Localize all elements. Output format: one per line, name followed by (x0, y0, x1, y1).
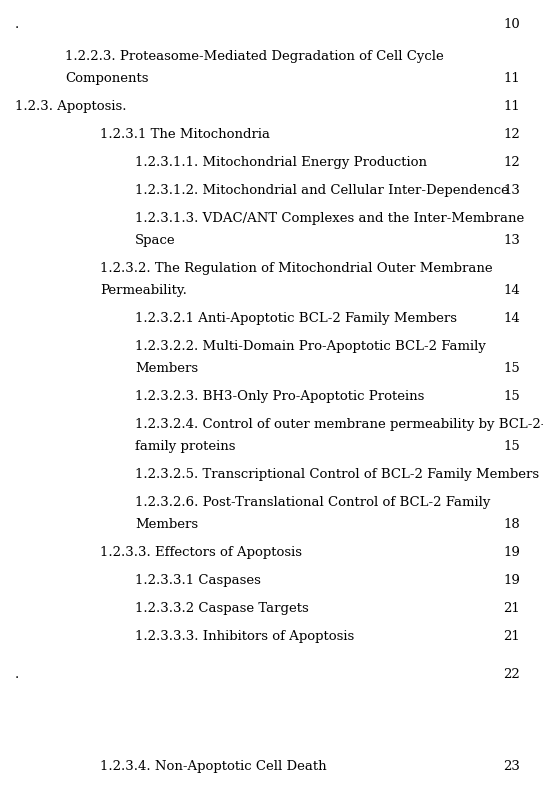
Text: 19: 19 (503, 574, 520, 587)
Text: 12: 12 (503, 156, 520, 169)
Text: 1.2.3.3.3. Inhibitors of Apoptosis: 1.2.3.3.3. Inhibitors of Apoptosis (135, 630, 354, 643)
Text: 22: 22 (503, 668, 520, 681)
Text: 18: 18 (503, 518, 520, 531)
Text: 1.2.3.2.2. Multi-Domain Pro-Apoptotic BCL-2 Family: 1.2.3.2.2. Multi-Domain Pro-Apoptotic BC… (135, 340, 486, 353)
Text: 13: 13 (503, 184, 520, 197)
Text: 1.2.3.2.3. BH3-Only Pro-Apoptotic Proteins: 1.2.3.2.3. BH3-Only Pro-Apoptotic Protei… (135, 390, 425, 403)
Text: 21: 21 (503, 630, 520, 643)
Text: 14: 14 (503, 284, 520, 297)
Text: 1.2.3.3.2 Caspase Targets: 1.2.3.3.2 Caspase Targets (135, 602, 309, 615)
Text: 1.2.3.2.6. Post-Translational Control of BCL-2 Family: 1.2.3.2.6. Post-Translational Control of… (135, 496, 490, 509)
Text: 19: 19 (503, 546, 520, 559)
Text: 10: 10 (503, 18, 520, 31)
Text: 1.2.3.3. Effectors of Apoptosis: 1.2.3.3. Effectors of Apoptosis (100, 546, 302, 559)
Text: .: . (15, 18, 19, 31)
Text: 12: 12 (503, 128, 520, 141)
Text: 1.2.3.1.3. VDAC/ANT Complexes and the Inter-Membrane: 1.2.3.1.3. VDAC/ANT Complexes and the In… (135, 212, 524, 225)
Text: 1.2.3.4. Non-Apoptotic Cell Death: 1.2.3.4. Non-Apoptotic Cell Death (100, 760, 327, 773)
Text: 15: 15 (503, 362, 520, 375)
Text: 1.2.3.1.1. Mitochondrial Energy Production: 1.2.3.1.1. Mitochondrial Energy Producti… (135, 156, 427, 169)
Text: 1.2.3. Apoptosis.: 1.2.3. Apoptosis. (15, 100, 127, 113)
Text: family proteins: family proteins (135, 440, 236, 453)
Text: 1.2.3.2.4. Control of outer membrane permeability by BCL-2-: 1.2.3.2.4. Control of outer membrane per… (135, 418, 543, 431)
Text: 1.2.3.2.1 Anti-Apoptotic BCL-2 Family Members: 1.2.3.2.1 Anti-Apoptotic BCL-2 Family Me… (135, 312, 457, 325)
Text: Members: Members (135, 362, 198, 375)
Text: Components: Components (65, 72, 148, 85)
Text: 14: 14 (503, 312, 520, 325)
Text: 11: 11 (503, 72, 520, 85)
Text: 1.2.3.2.5. Transcriptional Control of BCL-2 Family Members 17: 1.2.3.2.5. Transcriptional Control of BC… (135, 468, 543, 481)
Text: 23: 23 (503, 760, 520, 773)
Text: .: . (15, 668, 19, 681)
Text: 1.2.3.1.2. Mitochondrial and Cellular Inter-Dependence: 1.2.3.1.2. Mitochondrial and Cellular In… (135, 184, 509, 197)
Text: 1.2.2.3. Proteasome-Mediated Degradation of Cell Cycle: 1.2.2.3. Proteasome-Mediated Degradation… (65, 50, 444, 63)
Text: 15: 15 (503, 440, 520, 453)
Text: 13: 13 (503, 234, 520, 247)
Text: 11: 11 (503, 100, 520, 113)
Text: 1.2.3.3.1 Caspases: 1.2.3.3.1 Caspases (135, 574, 261, 587)
Text: Space: Space (135, 234, 175, 247)
Text: 1.2.3.1 The Mitochondria: 1.2.3.1 The Mitochondria (100, 128, 270, 141)
Text: 21: 21 (503, 602, 520, 615)
Text: Members: Members (135, 518, 198, 531)
Text: 1.2.3.2. The Regulation of Mitochondrial Outer Membrane: 1.2.3.2. The Regulation of Mitochondrial… (100, 262, 493, 275)
Text: 15: 15 (503, 390, 520, 403)
Text: Permeability.: Permeability. (100, 284, 187, 297)
